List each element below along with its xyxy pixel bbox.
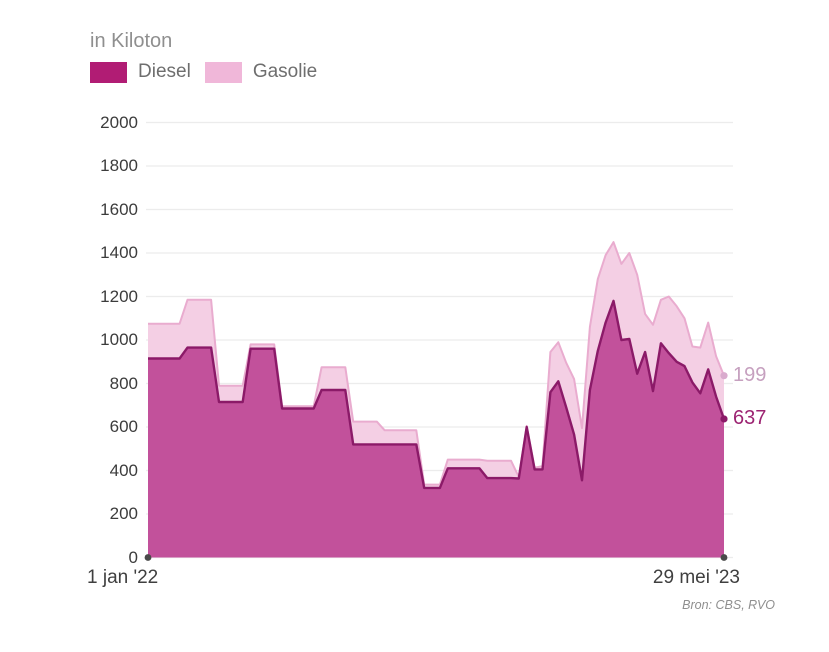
legend-label-gasolie: Gasolie	[252, 61, 318, 82]
y-tick-label: 600	[109, 417, 138, 436]
legend-label-diesel: Diesel	[138, 61, 191, 82]
y-tick-label: 1000	[100, 330, 138, 349]
x-axis-end-label: 29 mei '23	[652, 567, 740, 588]
y-tick-label: 400	[109, 460, 138, 480]
diesel-end-value-label: 637	[733, 407, 767, 429]
gasolie-end-value-label: 199	[733, 364, 767, 386]
y-tick-label: 1200	[100, 286, 138, 306]
diesel-swatch-icon	[90, 61, 127, 83]
y-tick-label: 800	[109, 373, 138, 393]
legend-item-gasolie: Gasolie	[204, 61, 318, 83]
diesel-area	[148, 300, 724, 558]
diesel-line	[148, 299, 726, 490]
y-tick-label: 0	[128, 547, 138, 567]
axis-end-dot	[720, 554, 728, 561]
axis-end-dot	[144, 554, 152, 561]
y-tick-label: 1600	[100, 199, 138, 219]
chart-title: in Kiloton	[90, 30, 173, 52]
gasolie-end-dot	[720, 372, 728, 380]
legend-item-diesel: Diesel	[90, 61, 191, 83]
legend: Diesel Gasolie	[90, 61, 317, 83]
y-tick-label: 2000	[100, 112, 138, 132]
x-axis-start-label: 1 jan '22	[87, 567, 159, 588]
gasolie-swatch-icon	[204, 61, 242, 83]
y-tick-label: 1800	[100, 156, 138, 175]
diesel-end-dot	[720, 415, 728, 423]
y-tick-label: 1400	[100, 243, 138, 262]
y-tick-label: 200	[109, 504, 138, 523]
gasolie-line	[148, 241, 725, 486]
source-note: Bron: CBS, RVO	[682, 598, 775, 612]
